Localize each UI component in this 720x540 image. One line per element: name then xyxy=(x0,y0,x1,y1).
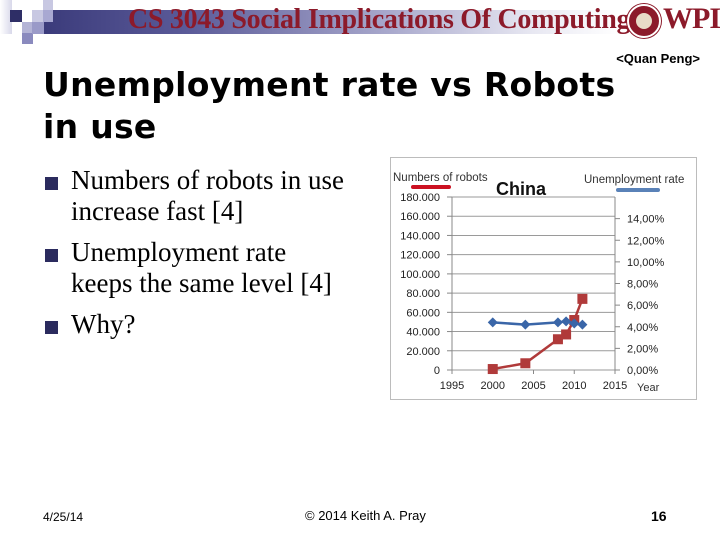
page-number: 16 xyxy=(651,508,667,524)
svg-text:160.000: 160.000 xyxy=(400,211,440,223)
x-axis-label: Year xyxy=(637,382,660,394)
svg-text:10,00%: 10,00% xyxy=(627,257,665,269)
decor-square xyxy=(10,10,22,22)
svg-text:2000: 2000 xyxy=(481,380,505,392)
legend-swatch-robots xyxy=(411,185,451,189)
chart-title: China xyxy=(496,179,547,199)
square-bullet-icon xyxy=(45,321,58,334)
square-bullet-icon xyxy=(45,249,58,262)
decor-square xyxy=(43,0,53,10)
svg-text:2015: 2015 xyxy=(603,380,627,392)
logo-text: WPI xyxy=(663,2,720,35)
gridlines xyxy=(447,196,620,374)
slide-title-line2: in use xyxy=(43,107,157,146)
svg-text:100.000: 100.000 xyxy=(400,269,440,281)
x-axis-ticks: 1995 2000 2005 2010 2015 xyxy=(440,380,627,392)
decor-square xyxy=(0,0,12,34)
svg-text:2005: 2005 xyxy=(521,380,545,392)
right-axis-ticks: 0,00% 2,00% 4,00% 6,00% 8,00% 10,00% 12,00% 14,… xyxy=(627,214,665,377)
svg-text:80.000: 80.000 xyxy=(406,288,440,300)
right-axis-label: Unemployment rate xyxy=(584,174,684,186)
svg-text:2010: 2010 xyxy=(562,380,586,392)
svg-text:2,00%: 2,00% xyxy=(627,343,658,355)
footer-copyright: © 2014 Keith A. Pray xyxy=(305,508,426,523)
wpi-logo: WPI xyxy=(627,2,720,38)
series-lines xyxy=(487,293,588,375)
bullet-item: Unemployment rate keeps the same level [… xyxy=(44,237,389,299)
bullet-list: Numbers of robots in use increase fast [… xyxy=(44,165,389,350)
footer-date: 4/25/14 xyxy=(43,510,84,524)
svg-text:14,00%: 14,00% xyxy=(627,214,665,226)
svg-text:180.000: 180.000 xyxy=(400,192,440,204)
bullet-item: Why? xyxy=(44,309,389,340)
square-bullet-icon xyxy=(45,177,58,190)
svg-text:140.000: 140.000 xyxy=(400,230,440,242)
line-chart: 0 20.000 40.000 60.000 80.000 100.000 120.000 1… xyxy=(393,172,684,394)
svg-text:120.000: 120.000 xyxy=(400,250,440,262)
author-label: <Quan Peng> xyxy=(616,51,700,66)
slide-title-line1: Unemployment rate vs Robots xyxy=(43,65,616,104)
svg-text:12,00%: 12,00% xyxy=(627,235,665,247)
svg-text:0: 0 xyxy=(434,365,440,377)
slide-title: Unemployment rate vs Robots in use xyxy=(43,64,683,148)
seal-icon xyxy=(627,4,661,38)
svg-text:6,00%: 6,00% xyxy=(627,300,658,312)
svg-text:0,00%: 0,00% xyxy=(627,365,658,377)
left-axis-label: Numbers of robots xyxy=(393,172,488,184)
course-title: CS 3043 Social Implications Of Computing xyxy=(128,4,631,35)
svg-text:40.000: 40.000 xyxy=(406,327,440,339)
svg-text:20.000: 20.000 xyxy=(406,346,440,358)
decor-square xyxy=(22,22,33,34)
decor-square xyxy=(32,22,44,34)
svg-text:60.000: 60.000 xyxy=(406,307,440,319)
decor-square xyxy=(22,33,33,44)
svg-text:4,00%: 4,00% xyxy=(627,322,658,334)
header-band xyxy=(40,10,620,34)
legend-swatch-unemployment xyxy=(616,188,660,192)
decor-square xyxy=(43,10,53,22)
svg-text:8,00%: 8,00% xyxy=(627,279,658,291)
left-axis-ticks: 0 20.000 40.000 60.000 80.000 100.000 120.000 1… xyxy=(400,192,440,377)
chart-image: 0 20.000 40.000 60.000 80.000 100.000 120.000 1… xyxy=(390,157,697,400)
decor-square xyxy=(32,10,44,22)
bullet-item: Numbers of robots in use increase fast [… xyxy=(44,165,389,227)
svg-text:1995: 1995 xyxy=(440,380,464,392)
